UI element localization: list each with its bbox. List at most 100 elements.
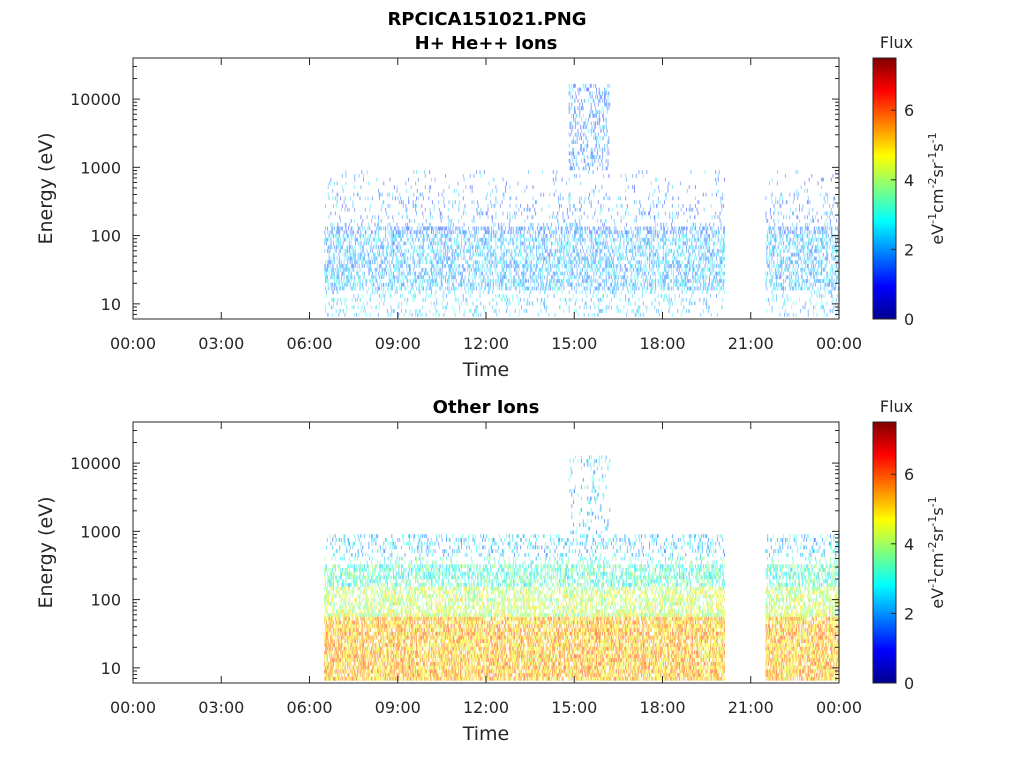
heatmap-cell [543, 283, 544, 287]
heatmap-cell [341, 279, 342, 283]
heatmap-cell [442, 193, 443, 197]
heatmap-cell [664, 298, 665, 302]
heatmap-cell [594, 155, 595, 159]
heatmap-cell [676, 268, 677, 272]
heatmap-cell [653, 230, 654, 234]
heatmap-cell [721, 227, 722, 231]
heatmap-cell [338, 313, 339, 317]
heatmap-cell [401, 257, 402, 261]
heatmap-cell [650, 275, 651, 279]
heatmap-cell [349, 245, 350, 249]
heatmap-cell [676, 249, 677, 253]
heatmap-cell [632, 185, 633, 189]
heatmap-cell [465, 185, 466, 189]
heatmap-cell [439, 257, 440, 261]
heatmap-cell [625, 230, 626, 234]
heatmap-cell [686, 272, 687, 276]
heatmap-cell [662, 275, 663, 279]
heatmap-cell [432, 215, 433, 219]
heatmap-cell [640, 313, 641, 317]
heatmap-cell [494, 309, 495, 313]
heatmap-cell [602, 163, 603, 167]
heatmap-cell [510, 212, 511, 216]
heatmap-cell [653, 245, 654, 249]
heatmap-cell [356, 313, 357, 317]
heatmap-cell [510, 219, 511, 223]
heatmap-cell [533, 242, 534, 246]
heatmap-cell [608, 91, 609, 95]
heatmap-cell [638, 305, 639, 309]
heatmap-cell [461, 302, 462, 306]
heatmap-cell [595, 268, 596, 272]
heatmap-cell [361, 305, 362, 309]
heatmap-cell [593, 114, 594, 118]
heatmap-cell [528, 238, 529, 242]
heatmap-cell [515, 215, 516, 219]
heatmap-cell [583, 283, 584, 287]
heatmap-cell [601, 95, 602, 99]
heatmap-cell [337, 268, 338, 272]
heatmap-cell [660, 227, 661, 231]
heatmap-cell [560, 260, 561, 264]
heatmap-cell [480, 238, 481, 242]
heatmap-cell [402, 283, 403, 287]
heatmap-cell [455, 294, 456, 298]
heatmap-cell [624, 275, 625, 279]
heatmap-cell [328, 279, 329, 283]
heatmap-cell [473, 302, 474, 306]
heatmap-cell [476, 170, 477, 174]
heatmap-cell [717, 283, 718, 287]
heatmap-cell [538, 260, 539, 264]
heatmap-cell [438, 193, 439, 197]
heatmap-cell [557, 245, 558, 249]
heatmap-cell [623, 242, 624, 246]
heatmap-cell [512, 257, 513, 261]
heatmap-cell [581, 283, 582, 287]
heatmap-cell [451, 230, 452, 234]
heatmap-cell [604, 283, 605, 287]
heatmap-cell [578, 313, 579, 317]
heatmap-cell [554, 294, 555, 298]
heatmap-cell [575, 245, 576, 249]
heatmap-cell [602, 294, 603, 298]
heatmap-cell [597, 148, 598, 152]
heatmap-cell [570, 242, 571, 246]
heatmap-cell [391, 287, 392, 291]
heatmap-cell [723, 283, 724, 287]
heatmap-cell [490, 287, 491, 291]
heatmap-cell [436, 260, 437, 264]
heatmap-cell [716, 272, 717, 276]
heatmap-cell [349, 268, 350, 272]
heatmap-cell [582, 275, 583, 279]
heatmap-cell [448, 290, 449, 294]
heatmap-cell [343, 234, 344, 238]
heatmap-cell [488, 215, 489, 219]
heatmap-cell [510, 253, 511, 257]
heatmap-cell [598, 287, 599, 291]
heatmap-cell [591, 234, 592, 238]
heatmap-cell [504, 298, 505, 302]
heatmap-cell [558, 200, 559, 204]
heatmap-cell [413, 230, 414, 234]
heatmap-cell [626, 283, 627, 287]
heatmap-cell [349, 223, 350, 227]
heatmap-cell [602, 99, 603, 103]
heatmap-cell [676, 212, 677, 216]
heatmap-cell [492, 272, 493, 276]
heatmap-cell [518, 283, 519, 287]
heatmap-cell [570, 121, 571, 125]
heatmap-cell [612, 208, 613, 212]
heatmap-cell [636, 219, 637, 223]
heatmap-cell [642, 215, 643, 219]
heatmap-cell [383, 287, 384, 291]
heatmap-cell [683, 279, 684, 283]
heatmap-cell [637, 309, 638, 313]
heatmap-cell [423, 245, 424, 249]
heatmap-cell [623, 275, 624, 279]
heatmap-cell [365, 197, 366, 201]
heatmap-cell [352, 234, 353, 238]
heatmap-cell [451, 253, 452, 257]
heatmap-cell [343, 242, 344, 246]
heatmap-cell [649, 253, 650, 257]
heatmap-cell [621, 174, 622, 178]
